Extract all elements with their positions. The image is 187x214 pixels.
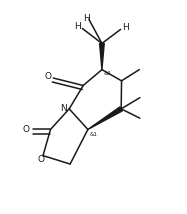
Text: H: H xyxy=(74,22,81,31)
Text: N: N xyxy=(60,104,67,113)
Text: O: O xyxy=(44,72,51,81)
Text: O: O xyxy=(37,155,44,164)
Text: &1: &1 xyxy=(89,132,97,137)
Polygon shape xyxy=(100,43,104,70)
Text: O: O xyxy=(23,125,30,134)
Polygon shape xyxy=(88,107,122,129)
Text: &1: &1 xyxy=(104,71,112,76)
Text: H: H xyxy=(84,14,90,23)
Text: H: H xyxy=(122,23,129,32)
